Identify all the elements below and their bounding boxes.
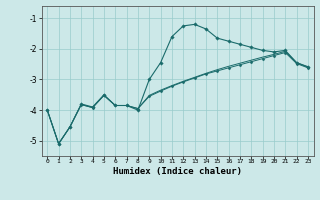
- X-axis label: Humidex (Indice chaleur): Humidex (Indice chaleur): [113, 167, 242, 176]
